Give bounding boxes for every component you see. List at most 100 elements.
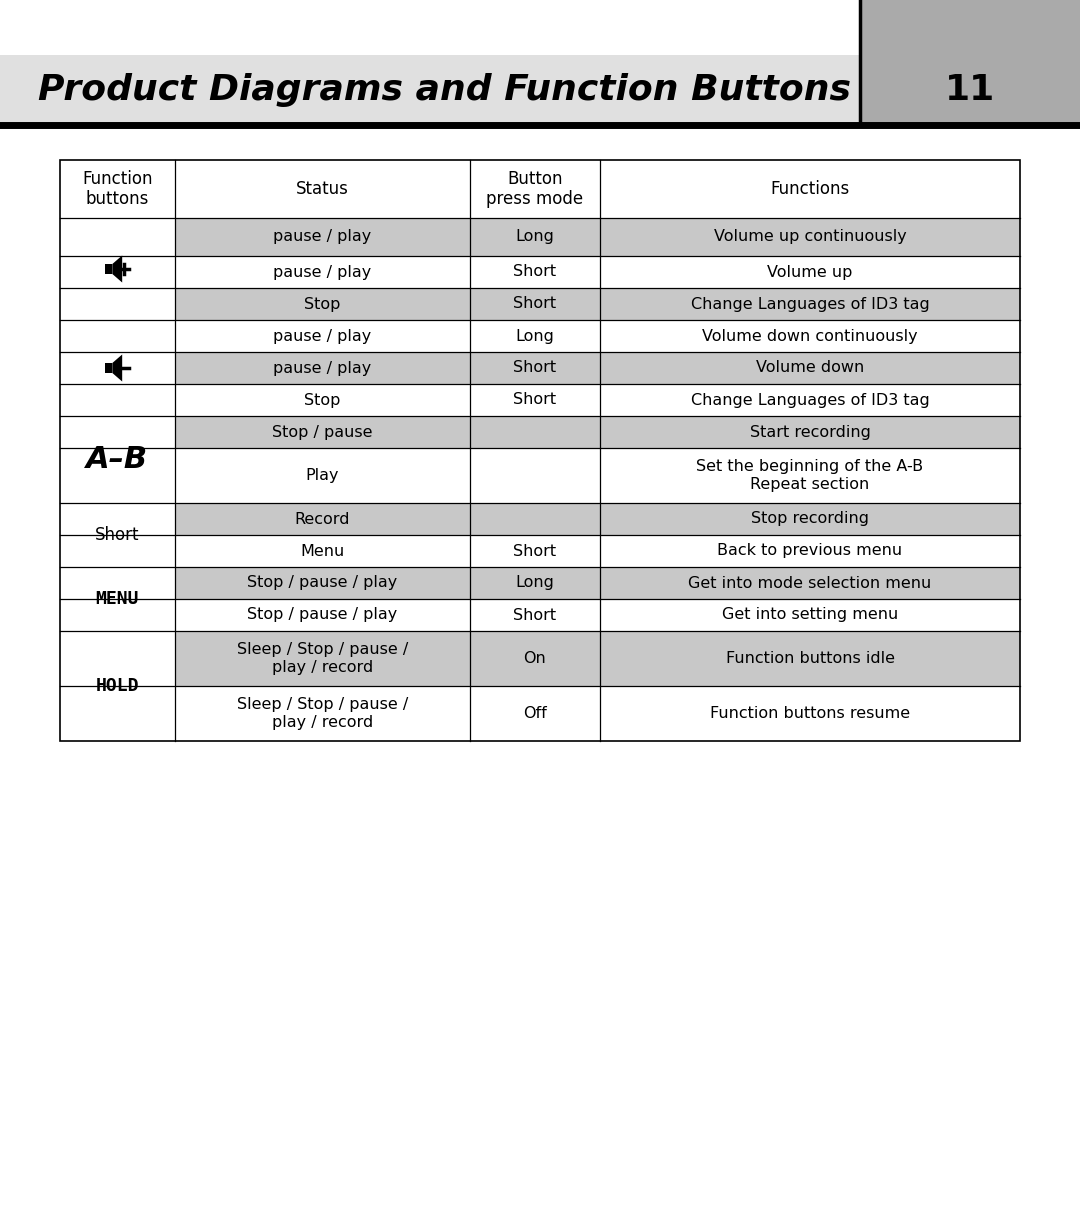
Text: Off: Off xyxy=(523,705,546,721)
Bar xyxy=(60,416,175,567)
Bar xyxy=(470,503,600,535)
Bar xyxy=(0,54,860,125)
Bar xyxy=(60,160,1020,741)
Bar xyxy=(470,257,600,288)
Bar xyxy=(470,384,600,416)
Bar xyxy=(600,686,1020,741)
Text: Long: Long xyxy=(515,230,554,244)
Bar xyxy=(600,257,1020,288)
Bar xyxy=(175,686,470,741)
Text: Volume up continuously: Volume up continuously xyxy=(714,230,906,244)
Text: Stop recording: Stop recording xyxy=(751,512,869,526)
Polygon shape xyxy=(112,255,122,282)
Text: Volume down continuously: Volume down continuously xyxy=(702,328,918,344)
Text: Function buttons resume: Function buttons resume xyxy=(710,705,910,721)
Text: Short: Short xyxy=(513,543,556,559)
Text: Stop / pause / play: Stop / pause / play xyxy=(247,576,397,590)
Text: Status: Status xyxy=(296,180,349,198)
Bar xyxy=(470,630,600,686)
Text: Function buttons idle: Function buttons idle xyxy=(726,651,894,666)
Bar xyxy=(860,0,1080,125)
Text: MENU: MENU xyxy=(96,590,139,607)
Text: Change Languages of ID3 tag: Change Languages of ID3 tag xyxy=(690,296,930,311)
Text: Stop: Stop xyxy=(305,392,340,408)
Text: Short: Short xyxy=(513,296,556,311)
Text: pause / play: pause / play xyxy=(273,230,372,244)
Bar xyxy=(470,288,600,319)
Text: Play: Play xyxy=(306,468,339,483)
Bar xyxy=(470,599,600,630)
Bar xyxy=(175,503,470,535)
Text: Stop: Stop xyxy=(305,296,340,311)
Bar xyxy=(470,352,600,384)
Bar xyxy=(175,319,470,352)
Text: Record: Record xyxy=(295,512,350,526)
Text: Functions: Functions xyxy=(770,180,850,198)
Text: Start recording: Start recording xyxy=(750,425,870,439)
Text: Volume up: Volume up xyxy=(767,265,853,280)
Text: Short: Short xyxy=(95,526,139,544)
Text: pause / play: pause / play xyxy=(273,328,372,344)
Polygon shape xyxy=(112,355,122,381)
Text: Product Diagrams and Function Buttons: Product Diagrams and Function Buttons xyxy=(38,73,851,106)
Bar xyxy=(175,535,470,567)
Bar xyxy=(175,257,470,288)
Bar xyxy=(175,630,470,686)
Bar xyxy=(600,599,1020,630)
Bar xyxy=(175,218,470,257)
Bar xyxy=(105,264,112,273)
Bar xyxy=(175,288,470,319)
Bar xyxy=(600,448,1020,503)
Text: Get into mode selection menu: Get into mode selection menu xyxy=(688,576,932,590)
Bar xyxy=(470,567,600,599)
Text: Stop / pause / play: Stop / pause / play xyxy=(247,607,397,622)
Text: Sleep / Stop / pause /
play / record: Sleep / Stop / pause / play / record xyxy=(237,643,408,675)
Text: 11: 11 xyxy=(945,73,995,106)
Bar xyxy=(60,218,175,319)
Bar xyxy=(60,160,175,218)
Bar xyxy=(600,416,1020,448)
Bar xyxy=(60,630,175,741)
Text: pause / play: pause / play xyxy=(273,265,372,280)
Text: Change Languages of ID3 tag: Change Languages of ID3 tag xyxy=(690,392,930,408)
Text: Function
buttons: Function buttons xyxy=(82,169,152,208)
Text: Long: Long xyxy=(515,576,554,590)
Text: Get into setting menu: Get into setting menu xyxy=(721,607,899,622)
Text: Button
press mode: Button press mode xyxy=(486,169,583,208)
Bar xyxy=(600,384,1020,416)
Bar xyxy=(600,567,1020,599)
Text: Short: Short xyxy=(513,265,556,280)
Bar xyxy=(60,567,175,630)
Text: A–B: A–B xyxy=(86,445,149,474)
Text: Long: Long xyxy=(515,328,554,344)
Text: Stop / pause: Stop / pause xyxy=(272,425,373,439)
Text: Menu: Menu xyxy=(300,543,345,559)
Bar xyxy=(175,352,470,384)
Bar xyxy=(175,384,470,416)
Bar xyxy=(600,218,1020,257)
Text: HOLD: HOLD xyxy=(96,678,139,695)
Text: Short: Short xyxy=(513,361,556,375)
Bar xyxy=(470,319,600,352)
Text: pause / play: pause / play xyxy=(273,361,372,375)
Bar xyxy=(175,448,470,503)
Text: On: On xyxy=(524,651,546,666)
Bar xyxy=(175,416,470,448)
Bar xyxy=(470,160,600,218)
Bar xyxy=(60,319,175,416)
Text: Back to previous menu: Back to previous menu xyxy=(717,543,903,559)
Bar xyxy=(470,686,600,741)
Text: Sleep / Stop / pause /
play / record: Sleep / Stop / pause / play / record xyxy=(237,697,408,730)
Bar xyxy=(600,630,1020,686)
Bar xyxy=(175,567,470,599)
Bar xyxy=(470,448,600,503)
Text: Short: Short xyxy=(513,392,556,408)
Bar xyxy=(175,160,470,218)
Bar xyxy=(600,319,1020,352)
Bar xyxy=(600,160,1020,218)
Bar xyxy=(600,503,1020,535)
Bar xyxy=(470,218,600,257)
Bar xyxy=(600,352,1020,384)
Bar xyxy=(470,535,600,567)
Text: Set the beginning of the A-B
Repeat section: Set the beginning of the A-B Repeat sect… xyxy=(697,460,923,491)
